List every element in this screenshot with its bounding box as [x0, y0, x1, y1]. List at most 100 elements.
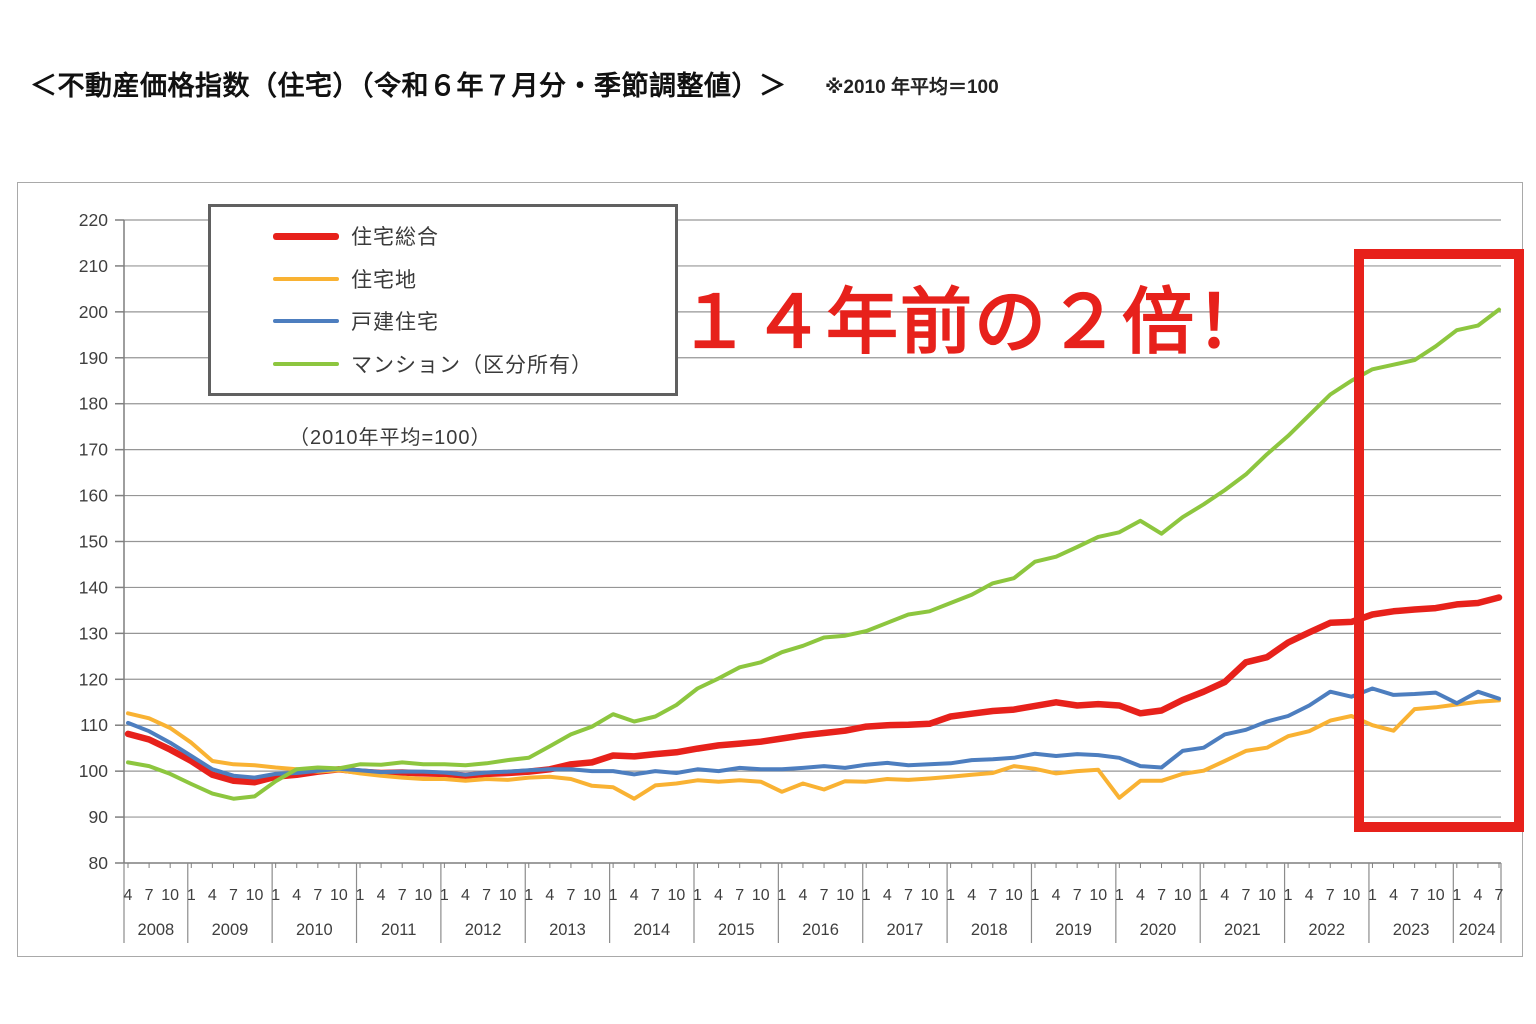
legend-label-condo: マンション（区分所有） [351, 353, 593, 377]
chart-container: 80 90 100 110 120 130 140 150 160 170 180 190 200 210… [17, 182, 1524, 957]
x-month-label: 7 [1073, 887, 1082, 904]
x-year-label: 2021 [1224, 921, 1261, 939]
y-tick-label: 130 [79, 623, 108, 643]
legend-swatch-land [273, 276, 339, 281]
x-month-label: 1 [777, 887, 786, 904]
x-month-label: 10 [921, 887, 939, 904]
x-month-label: 4 [1389, 887, 1398, 904]
x-year-label: 2020 [1140, 921, 1177, 939]
x-month-label: 1 [862, 887, 871, 904]
x-month-label: 1 [1368, 887, 1377, 904]
series-line-composite [124, 594, 1503, 786]
x-year-label: 2017 [887, 921, 924, 939]
legend-swatch-composite [273, 232, 339, 240]
x-month-label: 4 [545, 887, 554, 904]
y-tick-label: 160 [79, 486, 108, 506]
legend-subcaption: （2010年平均=100） [289, 427, 492, 449]
x-month-label: 1 [1452, 887, 1461, 904]
legend-swatch-detached [273, 319, 339, 324]
x-month-label: 4 [377, 887, 386, 904]
x-month-label: 7 [566, 887, 575, 904]
x-month-label: 7 [651, 887, 660, 904]
x-month-label: 4 [630, 887, 639, 904]
y-axis: 80 90 100 110 120 130 140 150 160 170 180 190 200 210… [79, 210, 1501, 873]
x-month-label: 4 [208, 887, 217, 904]
x-month-label: 4 [1136, 887, 1145, 904]
x-month-label: 10 [1342, 887, 1360, 904]
x-year-label: 2016 [802, 921, 839, 939]
base-year-note: ※2010 年平均＝100 [824, 77, 999, 98]
y-tick-label: 80 [89, 853, 109, 873]
x-month-label: 4 [1473, 887, 1482, 904]
x-year-label: 2024 [1459, 921, 1496, 939]
x-month-label: 10 [1427, 887, 1445, 904]
x-month-label: 10 [752, 887, 770, 904]
x-month-label: 1 [1031, 887, 1040, 904]
x-month-label: 1 [1115, 887, 1124, 904]
x-year-label: 2008 [138, 921, 175, 939]
x-month-label: 7 [904, 887, 913, 904]
x-month-label: 1 [946, 887, 955, 904]
x-month-label: 7 [229, 887, 238, 904]
x-month-label: 7 [988, 887, 997, 904]
x-year-label: 2009 [212, 921, 249, 939]
annotation-double-in-14-years: １４年前の２倍！ [678, 283, 1271, 363]
page-title: ＜不動産価格指数（住宅）（令和６年７月分・季節調整値）＞ [30, 71, 787, 101]
x-month-label: 7 [1495, 887, 1504, 904]
y-tick-label: 90 [89, 807, 109, 827]
x-month-label: 10 [1005, 887, 1023, 904]
x-month-label: 10 [499, 887, 517, 904]
x-month-label: 1 [609, 887, 618, 904]
y-tick-label: 120 [79, 669, 108, 689]
legend-label-detached: 戸建住宅 [351, 311, 439, 335]
x-year-label: 2022 [1308, 921, 1345, 939]
x-month-label: 7 [1241, 887, 1250, 904]
x-year-label: 2014 [633, 921, 670, 939]
x-month-label: 10 [1258, 887, 1276, 904]
x-month-label: 1 [271, 887, 280, 904]
y-tick-label: 150 [79, 532, 108, 552]
legend-item-detached: 戸建住宅 [211, 306, 675, 336]
x-month-label: 4 [1052, 887, 1061, 904]
x-year-label: 2015 [718, 921, 755, 939]
series-line-condo [126, 307, 1501, 801]
chart-legend: 住宅総合住宅地戸建住宅マンション（区分所有） [208, 204, 678, 396]
x-year-label: 2019 [1055, 921, 1092, 939]
x-month-label: 7 [145, 887, 154, 904]
y-tick-label: 190 [79, 348, 108, 368]
y-tick-label: 140 [79, 577, 108, 597]
series-line-land [126, 698, 1501, 801]
x-month-label: 10 [668, 887, 686, 904]
x-month-label: 7 [398, 887, 407, 904]
x-month-label: 1 [1199, 887, 1208, 904]
x-year-label: 2013 [549, 921, 586, 939]
x-month-label: 10 [414, 887, 432, 904]
x-month-label: 10 [246, 887, 264, 904]
x-month-label: 1 [356, 887, 365, 904]
legend-item-land: 住宅地 [211, 264, 675, 294]
y-tick-label: 180 [79, 394, 108, 414]
x-month-label: 7 [313, 887, 322, 904]
x-year-label: 2012 [465, 921, 502, 939]
x-month-label: 4 [292, 887, 301, 904]
series-lines [124, 307, 1503, 801]
x-month-label: 4 [967, 887, 976, 904]
legend-label-land: 住宅地 [351, 268, 417, 292]
x-axis: 4 7 10 1 4 7 10 1 4 7 10 1 4 7 10 1 4 7 10 1 4 7 10 1 4 7 10 1 4 7 10 1… [123, 863, 1504, 943]
page-header: ＜不動産価格指数（住宅）（令和６年７月分・季節調整値）＞ ※2010 年平均＝1… [30, 64, 1510, 103]
x-month-label: 7 [820, 887, 829, 904]
x-month-label: 7 [735, 887, 744, 904]
x-month-label: 7 [1410, 887, 1419, 904]
y-tick-label: 220 [79, 210, 108, 230]
x-month-label: 1 [524, 887, 533, 904]
x-month-label: 10 [1089, 887, 1107, 904]
y-tick-label: 170 [79, 440, 108, 460]
x-month-label: 7 [1157, 887, 1166, 904]
x-year-label: 2010 [296, 921, 333, 939]
x-month-label: 7 [482, 887, 491, 904]
series-line-detached [126, 686, 1501, 780]
x-year-label: 2011 [381, 921, 416, 939]
legend-item-composite: 住宅総合 [211, 221, 675, 251]
x-year-label: 2018 [971, 921, 1008, 939]
